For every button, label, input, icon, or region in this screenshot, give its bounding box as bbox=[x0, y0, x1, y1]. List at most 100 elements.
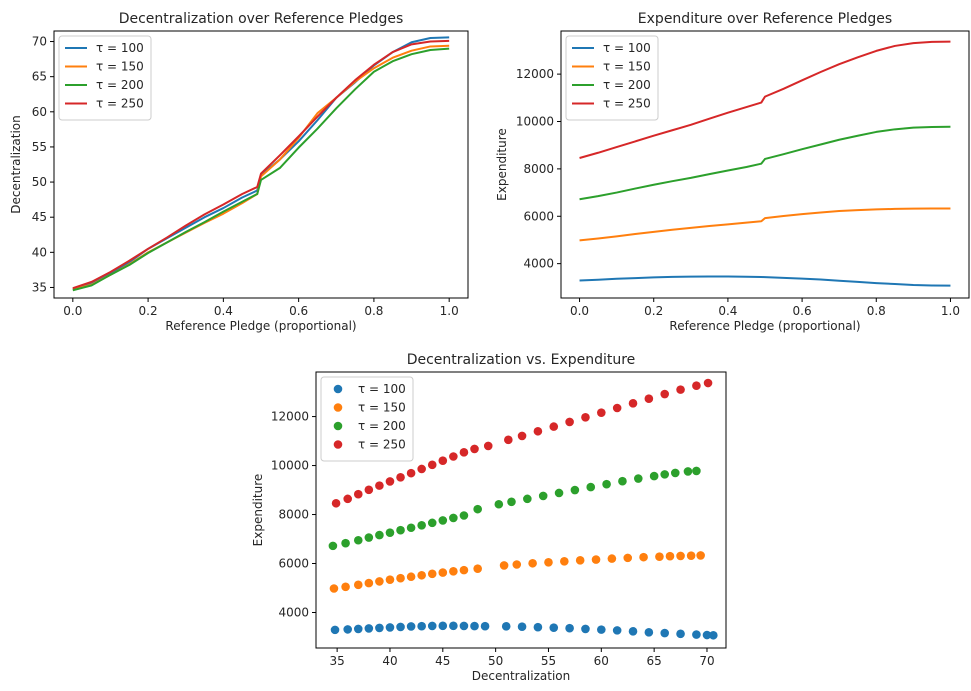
scatter-point-tau150 bbox=[459, 565, 469, 575]
x-tick-label: 0.2 bbox=[139, 304, 158, 318]
scatter-point-tau250 bbox=[703, 378, 713, 388]
scatter-point-tau100 bbox=[330, 625, 340, 635]
scatter-point-tau100 bbox=[533, 622, 543, 632]
series-line-tau100 bbox=[579, 275, 951, 287]
scatter-point-tau250 bbox=[353, 489, 363, 499]
y-tick-label: 50 bbox=[32, 175, 47, 189]
scatter-point-tau200 bbox=[649, 471, 659, 481]
plot-area bbox=[72, 36, 450, 292]
y-tick-label: 10000 bbox=[271, 459, 309, 473]
scatter-point-tau100 bbox=[517, 622, 527, 631]
y-tick-label: 4000 bbox=[278, 605, 309, 619]
scatter-point-tau250 bbox=[483, 441, 493, 451]
scatter-point-tau100 bbox=[406, 622, 416, 631]
scatter-point-tau150 bbox=[364, 578, 374, 588]
legend: τ = 100 τ = 150 τ = 200 τ = 250 bbox=[58, 35, 152, 121]
scatter-point-tau200 bbox=[538, 491, 548, 501]
scatter-point-tau200 bbox=[570, 485, 580, 495]
x-tick-label: 45 bbox=[435, 654, 450, 668]
x-tick-label: 0.8 bbox=[364, 304, 383, 318]
scatter-point-tau150 bbox=[696, 551, 705, 560]
y-tick-label: 40 bbox=[32, 245, 47, 259]
legend: τ = 100 τ = 150 τ = 200 τ = 250 bbox=[565, 35, 659, 121]
x-tick-label: 0.0 bbox=[63, 304, 82, 318]
series-line-tau250 bbox=[579, 40, 951, 159]
scatter-point-tau200 bbox=[554, 488, 564, 498]
y-axis-label: Decentralization bbox=[9, 115, 23, 214]
scatter-point-tau200 bbox=[449, 513, 458, 523]
x-tick-label: 60 bbox=[594, 654, 609, 668]
scatter-point-tau150 bbox=[499, 561, 509, 570]
scatter-point-tau200 bbox=[438, 516, 448, 525]
scatter-point-tau200 bbox=[417, 521, 426, 530]
chart-title: Expenditure over Reference Pledges bbox=[638, 11, 892, 27]
scatter-point-tau150 bbox=[341, 582, 350, 592]
legend-frame bbox=[320, 376, 414, 462]
scatter-point-tau250 bbox=[565, 417, 574, 427]
y-tick-label: 8000 bbox=[278, 508, 309, 522]
scatter-point-tau250 bbox=[438, 456, 448, 465]
y-tick-label: 70 bbox=[32, 35, 47, 49]
x-tick-label: 50 bbox=[488, 654, 503, 668]
scatter-point-tau150 bbox=[623, 553, 633, 563]
scatter-point-tau100 bbox=[438, 621, 448, 631]
legend-frame bbox=[58, 35, 152, 121]
scatter-point-tau250 bbox=[692, 381, 701, 391]
scatter-point-tau150 bbox=[427, 569, 437, 579]
scatter-point-tau200 bbox=[473, 504, 482, 514]
axes-frame bbox=[560, 30, 970, 299]
scatter-point-tau150 bbox=[473, 564, 482, 573]
scatter-point-tau100 bbox=[501, 622, 511, 631]
x-tick-label: 35 bbox=[329, 654, 344, 668]
scatter-point-tau100 bbox=[692, 630, 701, 639]
scatter-point-tau100 bbox=[385, 623, 395, 632]
scatter-point-tau150 bbox=[512, 560, 522, 569]
scatter-point-tau250 bbox=[549, 422, 559, 431]
scatter-point-tau150 bbox=[438, 568, 448, 577]
y-tick-label: 8000 bbox=[523, 162, 554, 176]
series-line-tau200 bbox=[579, 125, 951, 201]
legend-label: τ = 150 bbox=[603, 60, 651, 74]
scatter-point-tau100 bbox=[628, 627, 638, 636]
scatter-point-tau100 bbox=[396, 622, 405, 632]
y-axis-label: Expenditure bbox=[251, 474, 265, 547]
scatter-point-tau250 bbox=[417, 464, 426, 474]
axes-frame bbox=[53, 30, 469, 299]
plot-area bbox=[579, 40, 951, 287]
scatter-point-tau200 bbox=[459, 511, 469, 520]
scatter-point-tau200 bbox=[660, 470, 670, 479]
x-axis-label: Reference Pledge (proportional) bbox=[669, 319, 860, 333]
scatter-point-tau200 bbox=[396, 525, 405, 535]
scatter-point-tau250 bbox=[597, 408, 606, 417]
plot-area bbox=[328, 378, 718, 640]
y-tick-label: 4000 bbox=[523, 257, 554, 271]
scatter-point-tau250 bbox=[396, 473, 405, 482]
scatter-point-tau200 bbox=[586, 482, 596, 492]
legend-swatch-tau250 bbox=[333, 440, 343, 449]
scatter-point-tau100 bbox=[581, 624, 590, 634]
legend-label: τ = 100 bbox=[603, 41, 651, 55]
legend-label: τ = 250 bbox=[603, 97, 651, 111]
scatter-point-tau100 bbox=[709, 630, 718, 640]
x-axis-label: Reference Pledge (proportional) bbox=[165, 319, 356, 333]
scatter-point-tau100 bbox=[459, 621, 469, 631]
legend-swatch-tau200 bbox=[333, 421, 343, 431]
scatter-point-tau150 bbox=[655, 552, 664, 561]
chart-3: Decentralization vs. Expenditure 35 40 45 50… bbox=[251, 352, 727, 683]
scatter-point-tau250 bbox=[459, 448, 469, 457]
scatter-point-tau150 bbox=[591, 555, 601, 564]
axes-frame bbox=[315, 371, 727, 649]
y-tick-label: 6000 bbox=[523, 209, 554, 223]
scatter-point-tau200 bbox=[375, 530, 384, 540]
x-axis-label: Decentralization bbox=[472, 669, 571, 683]
scatter-point-tau100 bbox=[597, 625, 606, 634]
scatter-point-tau200 bbox=[507, 497, 516, 507]
scatter-point-tau150 bbox=[676, 551, 685, 561]
scatter-point-tau250 bbox=[449, 452, 458, 461]
scatter-point-tau100 bbox=[417, 621, 426, 631]
scatter-point-tau200 bbox=[427, 518, 437, 528]
x-tick-label: 0.6 bbox=[793, 304, 812, 318]
scatter-point-tau250 bbox=[504, 435, 513, 445]
x-tick-label: 40 bbox=[382, 654, 397, 668]
scatter-point-tau150 bbox=[544, 557, 553, 567]
